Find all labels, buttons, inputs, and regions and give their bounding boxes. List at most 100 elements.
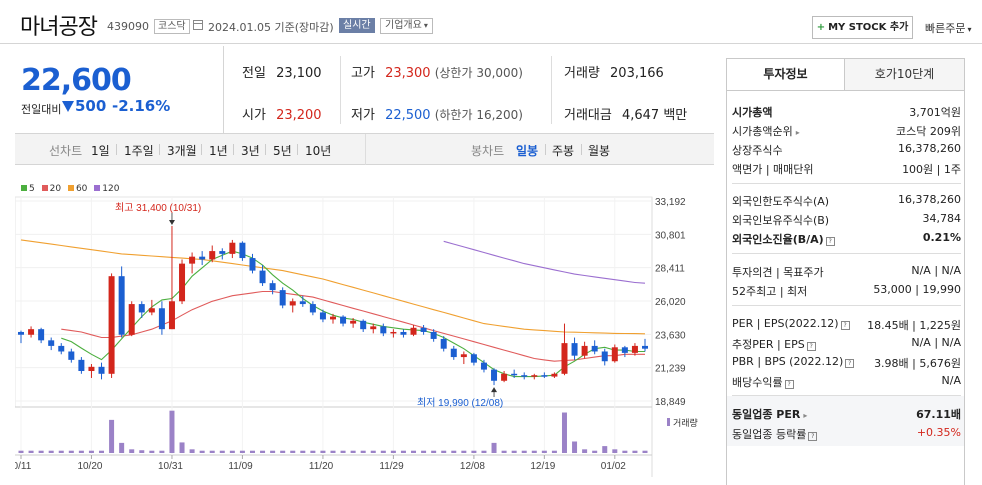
candle-body	[239, 242, 246, 259]
volume-bar	[169, 410, 175, 453]
low-annotation: 최저 19,990 (12/08)	[417, 397, 503, 409]
divider	[297, 144, 298, 155]
volume-bar	[229, 450, 235, 453]
candle-body	[38, 329, 45, 341]
x-tick-label: 10/20	[77, 461, 102, 472]
divider	[159, 144, 160, 155]
quick-order-label: 빠른주문	[925, 22, 966, 35]
row-key: 동일업종 등락률?	[732, 426, 818, 442]
volume-bar	[219, 450, 225, 453]
change-amount: 500	[75, 97, 107, 115]
tab-10y[interactable]: 10년	[305, 144, 332, 158]
volume-bar	[531, 450, 537, 453]
industry-per-value: 67.11배	[916, 408, 961, 421]
volume-bar	[471, 450, 477, 453]
info-icon[interactable]: ?	[840, 321, 850, 330]
cap-rank-label: 시가총액순위	[732, 125, 793, 138]
candle-body	[450, 348, 457, 358]
volume-bar	[481, 450, 487, 453]
info-icon[interactable]: ?	[784, 380, 794, 389]
y-tick-label: 18,849	[655, 397, 686, 408]
x-tick-label: 10/31	[158, 461, 183, 472]
info-row-industry-per[interactable]: 동일업종 PER ▸ 67.11배	[732, 406, 961, 422]
tab-monthly[interactable]: 월봉	[588, 144, 611, 158]
row-key: PBR | BPS (2022.12)?	[732, 355, 855, 368]
info-icon[interactable]: ?	[808, 432, 818, 441]
down-triangle-icon	[62, 101, 74, 112]
industry-section-bg	[727, 396, 964, 446]
tab-5y[interactable]: 5년	[273, 144, 292, 158]
candle-body	[259, 270, 266, 284]
x-tick-label: 12/19	[530, 461, 555, 472]
tab-1d[interactable]: 1일	[91, 144, 110, 158]
realtime-button[interactable]: 실시간	[339, 18, 375, 33]
add-mystock-button[interactable]: + MY STOCK 추가	[812, 16, 913, 39]
row-key: 배당수익률?	[732, 374, 794, 390]
volume-bar	[290, 450, 296, 453]
volume-bar	[179, 442, 185, 453]
candle-body	[491, 369, 498, 381]
info-body: 시가총액 3,701억원 시가총액순위 ▸ 코스닥 209위 상장주식수 16,378,…	[726, 91, 965, 485]
ma60-label: 60	[75, 184, 88, 194]
divider	[581, 144, 582, 155]
divider	[365, 134, 366, 165]
ma20-swatch	[41, 185, 48, 191]
row-key: 외국인소진율(B/A)?	[732, 231, 835, 247]
candle-body	[108, 276, 115, 374]
info-row-cap-rank[interactable]: 시가총액순위 ▸ 코스닥 209위	[732, 123, 961, 139]
candle-body	[309, 304, 316, 313]
candle-body	[410, 327, 417, 335]
divider	[545, 144, 546, 155]
info-icon[interactable]: ?	[806, 342, 816, 351]
par-label: 액면가 | 매매단위	[732, 163, 814, 176]
volume-bar	[78, 450, 84, 453]
corp-info-dropdown[interactable]: 기업개요 ▾	[380, 18, 433, 34]
tab-3m[interactable]: 3개월	[167, 144, 197, 158]
candle-body	[531, 375, 538, 377]
ma120-line	[443, 240, 646, 284]
candle-body	[58, 345, 65, 352]
volume-bar	[602, 446, 608, 453]
info-row-dividend: 배당수익률? N/A	[732, 374, 961, 390]
candle-body	[571, 343, 578, 356]
candle-body	[340, 316, 347, 324]
x-tick-label: 12/08	[460, 461, 485, 472]
volume-bar	[18, 450, 24, 453]
quick-order-dropdown[interactable]: 빠른주문 ▾	[925, 20, 972, 36]
tab-weekly[interactable]: 주봉	[552, 144, 575, 158]
tab-investment-info[interactable]: 투자정보	[727, 59, 845, 90]
chevron-down-icon: ▾	[967, 25, 972, 34]
volume-bar	[300, 450, 306, 453]
stock-chart[interactable]: 5 20 60 120 33,192 30,801 28,411 26,020 23,6…	[15, 177, 714, 485]
tab-daily[interactable]: 일봉	[516, 144, 539, 158]
trade-value-cell: 거래대금 4,647 백만	[564, 104, 687, 123]
y-tick-label: 28,411	[655, 264, 685, 275]
info-icon[interactable]: ?	[845, 359, 855, 368]
week52-label: 52주최고 | 최저	[732, 285, 808, 298]
tab-1w[interactable]: 1주일	[124, 144, 154, 158]
volume-bar	[360, 450, 366, 453]
volume-legend-swatch	[667, 418, 670, 426]
tab-1y[interactable]: 1년	[209, 144, 228, 158]
dividend-value: N/A	[941, 374, 961, 387]
volume-bar	[129, 449, 135, 453]
volume-bar	[592, 450, 598, 453]
tab-3y[interactable]: 3년	[241, 144, 260, 158]
volume-bar	[622, 450, 628, 453]
ma60-swatch	[67, 185, 74, 191]
row-key: 동일업종 PER ▸	[732, 406, 807, 422]
upper-limit: (상한가 30,000)	[434, 66, 523, 80]
ma-legend: 5 20 60 120	[17, 184, 119, 194]
volume-bar	[551, 450, 557, 453]
candle-body	[430, 331, 437, 339]
candle-body	[88, 366, 95, 372]
row-key: 추정PER | EPS?	[732, 336, 816, 352]
candle-body	[330, 316, 336, 320]
ma5-line	[61, 250, 645, 378]
volume-bar	[189, 449, 195, 453]
tab-orderbook[interactable]: 호가10단계	[874, 67, 935, 81]
shares-value: 16,378,260	[898, 142, 961, 155]
info-icon[interactable]: ?	[825, 237, 835, 246]
cap-rank-value: 코스닥 209위	[896, 125, 961, 138]
info-row-pbr: PBR | BPS (2022.12)? 3.98배 | 5,676원	[732, 355, 961, 371]
